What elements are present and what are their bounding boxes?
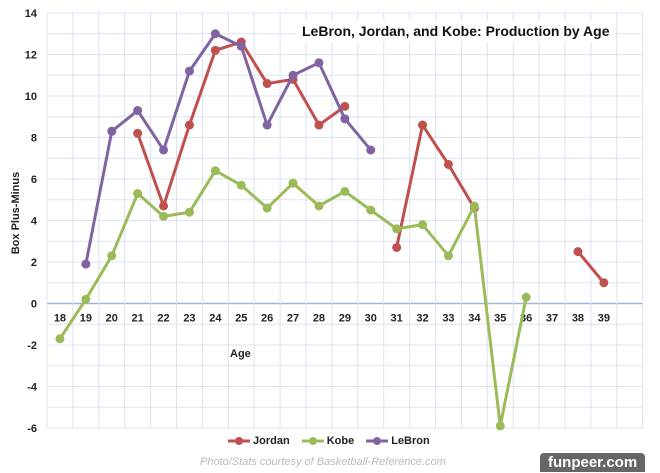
x-tick-label: 25 <box>235 313 247 325</box>
x-tick-label: 38 <box>572 313 584 325</box>
legend-label: Jordan <box>253 435 290 447</box>
x-tick-label: 22 <box>157 313 169 325</box>
x-tick-label: 30 <box>365 313 377 325</box>
data-point-jordan <box>573 247 583 257</box>
data-point-jordan <box>418 120 428 130</box>
x-tick-label: 32 <box>416 313 428 325</box>
data-point-kobe <box>210 166 220 176</box>
x-tick-label: 18 <box>54 313 66 325</box>
watermark: funpeer.com <box>540 453 646 472</box>
x-tick-label: 19 <box>80 313 92 325</box>
data-point-lebron <box>133 106 143 116</box>
data-point-jordan <box>392 242 402 252</box>
legend-label: LeBron <box>391 435 430 447</box>
series-line-kobe <box>58 169 528 428</box>
data-point-lebron <box>288 70 298 80</box>
series-line-lebron <box>84 32 372 265</box>
data-point-jordan <box>184 120 194 130</box>
legend-item-jordan: Jordan <box>228 435 290 447</box>
data-point-jordan <box>133 128 143 138</box>
chart-title: LeBron, Jordan, and Kobe: Production by … <box>296 20 616 42</box>
legend: Jordan Kobe LeBron <box>228 435 430 447</box>
y-tick-label: -4 <box>27 382 38 394</box>
legend-label: Kobe <box>326 435 355 447</box>
y-tick-label: 12 <box>25 50 37 62</box>
data-point-lebron <box>314 58 324 68</box>
data-point-kobe <box>392 224 402 234</box>
data-point-lebron <box>81 259 91 269</box>
x-tick-label: 31 <box>391 313 403 325</box>
y-tick-label: -2 <box>27 340 37 352</box>
credit-text: Photo/Stats courtesy of Basketball-Refer… <box>200 456 446 468</box>
y-tick-label: 0 <box>31 299 37 311</box>
y-tick-label: 6 <box>31 174 37 186</box>
x-tick-label: 37 <box>546 313 558 325</box>
data-point-kobe <box>443 251 453 261</box>
data-point-lebron <box>184 66 194 76</box>
data-point-kobe <box>340 186 350 196</box>
x-tick-label: 35 <box>494 313 506 325</box>
y-tick-label: 10 <box>25 91 37 103</box>
legend-item-kobe: Kobe <box>301 435 355 447</box>
data-point-kobe <box>418 220 428 230</box>
data-point-kobe <box>366 205 376 215</box>
data-point-kobe <box>495 421 505 431</box>
data-point-jordan <box>599 278 609 288</box>
data-point-kobe <box>469 201 479 211</box>
data-point-lebron <box>159 145 169 155</box>
data-point-kobe <box>262 203 272 213</box>
data-point-lebron <box>236 41 246 51</box>
x-tick-label: 24 <box>209 313 222 325</box>
x-tick-label: 21 <box>132 313 144 325</box>
legend-item-lebron: LeBron <box>366 435 430 447</box>
x-tick-label: 29 <box>339 313 351 325</box>
data-point-kobe <box>107 251 117 261</box>
x-tick-label: 33 <box>442 313 454 325</box>
data-point-jordan <box>443 159 453 169</box>
y-tick-label: 4 <box>31 216 38 228</box>
data-point-lebron <box>210 29 220 39</box>
data-point-lebron <box>340 114 350 124</box>
data-point-kobe <box>159 211 169 221</box>
x-tick-label: 26 <box>261 313 273 325</box>
data-point-kobe <box>81 294 91 304</box>
series-line-jordan <box>576 250 606 284</box>
x-tick-label: 27 <box>287 313 299 325</box>
data-point-kobe <box>55 334 65 344</box>
data-point-kobe <box>236 180 246 190</box>
x-tick-label: 28 <box>313 313 325 325</box>
series-line-jordan <box>395 123 476 248</box>
y-axis-label: Box Plus-Minus <box>10 171 22 255</box>
data-point-kobe <box>521 292 531 302</box>
x-axis-label: Age <box>230 348 251 360</box>
y-tick-label: 14 <box>25 8 38 20</box>
y-tick-label: -6 <box>27 423 37 435</box>
data-point-lebron <box>107 126 117 136</box>
data-point-jordan <box>159 201 169 211</box>
x-tick-label: 23 <box>183 313 195 325</box>
data-point-jordan <box>210 45 220 55</box>
data-point-kobe <box>288 178 298 188</box>
y-tick-label: 8 <box>31 133 37 145</box>
data-point-jordan <box>314 120 324 130</box>
data-point-jordan <box>262 79 272 89</box>
y-tick-label: 2 <box>31 257 37 269</box>
data-point-lebron <box>366 145 376 155</box>
x-tick-label: 39 <box>598 313 610 325</box>
x-tick-label: 20 <box>106 313 118 325</box>
x-tick-label: 34 <box>468 313 481 325</box>
data-point-kobe <box>314 201 324 211</box>
data-point-lebron <box>262 120 272 130</box>
data-point-kobe <box>184 207 194 217</box>
data-point-jordan <box>340 101 350 111</box>
data-point-kobe <box>133 189 143 199</box>
